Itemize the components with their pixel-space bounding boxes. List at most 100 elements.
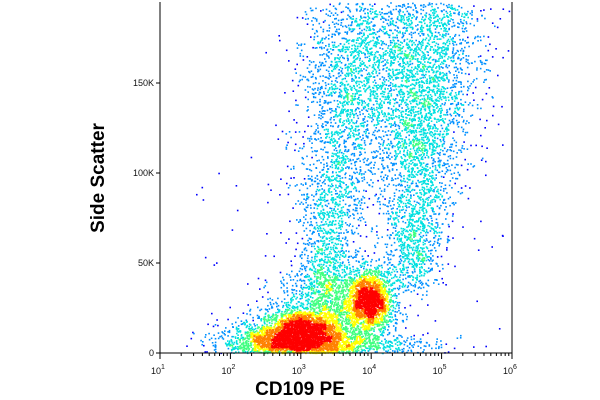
density-point-41 [296, 63, 298, 66]
density-point-2642 [317, 41, 319, 43]
density-point-4740 [438, 100, 440, 102]
density-point-1122 [452, 47, 455, 49]
density-point-408 [298, 80, 301, 83]
density-point-4715 [419, 196, 421, 199]
density-point-4654 [406, 24, 408, 26]
density-point-862 [359, 217, 361, 219]
density-point-2578 [338, 150, 341, 152]
density-point-1421 [455, 119, 458, 122]
density-point-1451 [465, 55, 467, 57]
density-point-2168 [314, 242, 316, 245]
density-point-1708 [425, 238, 428, 240]
density-point-3091 [399, 268, 401, 270]
density-point-220 [214, 324, 217, 326]
density-point-3671 [392, 98, 395, 100]
density-point-1237 [378, 30, 380, 32]
density-point-1391 [306, 193, 308, 196]
density-point-2217 [346, 211, 349, 214]
density-point-3465 [411, 28, 414, 30]
density-point-222 [406, 315, 408, 318]
density-point-373 [327, 38, 330, 40]
density-point-4774 [334, 64, 337, 66]
density-point-3579 [412, 276, 414, 278]
density-point-4860 [336, 152, 339, 154]
density-point-2396 [404, 180, 406, 183]
density-point-1436 [394, 227, 397, 229]
density-point-1773 [458, 90, 460, 93]
density-point-3348 [339, 171, 341, 173]
density-point-3039 [341, 83, 343, 86]
density-point-1561 [266, 309, 268, 311]
density-point-1964 [311, 178, 313, 181]
density-point-6 [216, 319, 218, 321]
density-point-1480 [448, 3, 450, 6]
density-point-3583 [419, 240, 421, 243]
density-point-3942 [444, 88, 447, 90]
density-point-4408 [443, 97, 445, 99]
density-point-2457 [399, 196, 402, 199]
density-point-4119 [321, 192, 323, 194]
density-point-1124 [407, 281, 410, 284]
density-point-4696 [414, 164, 416, 167]
density-point-2724 [409, 23, 412, 26]
density-point-1288 [286, 291, 289, 293]
density-point-3326 [322, 175, 324, 177]
density-point-723 [452, 202, 455, 204]
density-point-1068 [330, 125, 332, 127]
density-point-2655 [393, 222, 396, 224]
density-point-3078 [376, 16, 378, 18]
density-point-1430 [432, 162, 435, 164]
density-point-2734 [416, 192, 418, 194]
density-point-324 [483, 70, 486, 73]
density-point-1299 [386, 12, 389, 15]
density-point-4225 [358, 24, 360, 27]
density-point-1582 [354, 203, 357, 206]
density-point-3002 [326, 135, 328, 138]
density-point-3968 [397, 56, 399, 58]
density-point-1038 [319, 104, 322, 106]
density-point-3279 [389, 316, 392, 318]
density-point-3807 [326, 243, 329, 246]
density-point-104 [235, 185, 238, 187]
density-point-1737 [445, 167, 448, 169]
density-point-1922 [331, 80, 333, 83]
density-point-2864 [373, 124, 375, 127]
density-point-1659 [313, 93, 315, 95]
density-point-2022 [398, 64, 400, 66]
density-point-948 [333, 23, 336, 25]
density-point-2002 [388, 90, 391, 92]
density-point-1725 [453, 25, 455, 27]
density-point-2627 [351, 44, 353, 47]
density-point-1385 [350, 178, 353, 181]
density-point-4627 [348, 101, 350, 103]
density-point-4826 [254, 327, 257, 330]
density-point-1967 [345, 146, 347, 148]
density-point-4214 [340, 170, 343, 172]
density-point-662 [311, 183, 314, 186]
density-point-2381 [429, 268, 432, 271]
density-point-2006 [431, 220, 433, 222]
density-point-1864 [360, 266, 362, 268]
density-point-2840 [345, 80, 348, 83]
density-point-672 [312, 82, 315, 85]
density-point-3549 [443, 73, 446, 75]
density-point-1551 [397, 304, 400, 307]
density-point-3327 [331, 183, 333, 185]
density-point-1052 [319, 98, 321, 101]
density-point-497 [249, 308, 252, 311]
density-point-1093 [322, 148, 324, 151]
density-point-4156 [322, 211, 324, 214]
density-point-2871 [332, 68, 335, 71]
density-point-1424 [399, 174, 402, 177]
density-point-446 [454, 166, 456, 169]
density-point-1834 [362, 10, 365, 12]
density-point-2213 [314, 204, 317, 206]
density-point-3138 [444, 29, 447, 31]
density-point-3315 [321, 205, 324, 208]
density-point-13 [404, 307, 406, 309]
density-point-592 [388, 183, 390, 186]
density-point-813 [299, 254, 302, 257]
density-point-127 [290, 264, 293, 267]
density-point-1348 [317, 87, 319, 89]
density-point-3587 [401, 256, 404, 258]
